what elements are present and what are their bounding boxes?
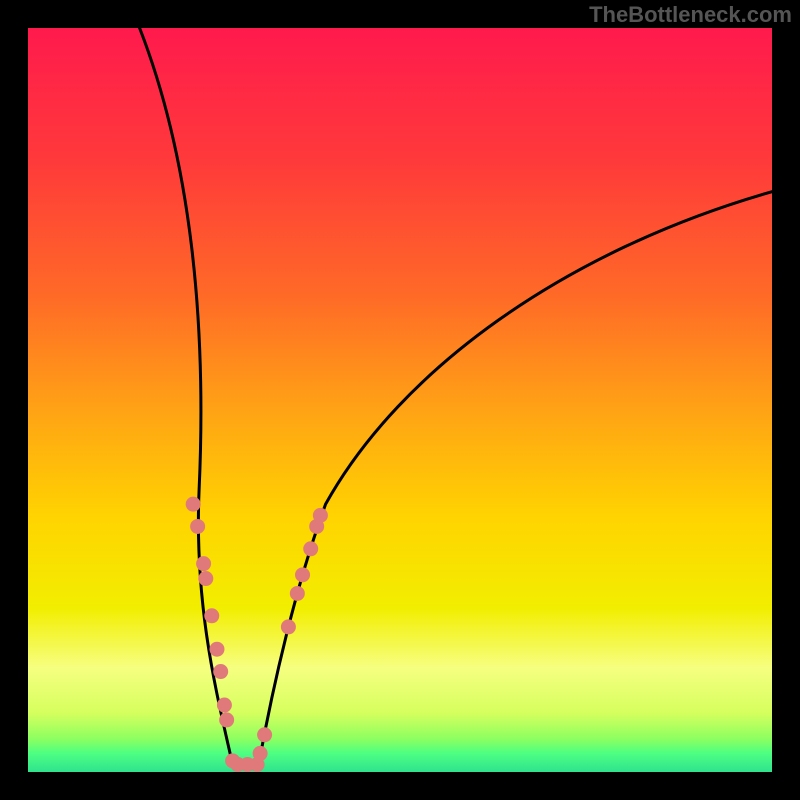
data-point-left-4 bbox=[204, 608, 219, 623]
data-point-right-1 bbox=[257, 727, 272, 742]
data-point-right-0 bbox=[253, 746, 268, 761]
data-point-left-2 bbox=[196, 556, 211, 571]
data-point-left-1 bbox=[190, 519, 205, 534]
data-point-right-4 bbox=[295, 567, 310, 582]
data-point-left-8 bbox=[219, 712, 234, 727]
data-point-right-7 bbox=[313, 508, 328, 523]
plot-background bbox=[28, 28, 772, 772]
data-point-left-0 bbox=[186, 497, 201, 512]
data-point-left-6 bbox=[213, 664, 228, 679]
data-point-right-3 bbox=[290, 586, 305, 601]
bottleneck-chart bbox=[0, 0, 800, 800]
watermark-text: TheBottleneck.com bbox=[589, 2, 792, 28]
chart-container: TheBottleneck.com bbox=[0, 0, 800, 800]
data-point-right-2 bbox=[281, 619, 296, 634]
data-point-left-3 bbox=[198, 571, 213, 586]
data-point-left-7 bbox=[217, 698, 232, 713]
data-point-right-5 bbox=[303, 541, 318, 556]
data-point-left-5 bbox=[209, 642, 224, 657]
